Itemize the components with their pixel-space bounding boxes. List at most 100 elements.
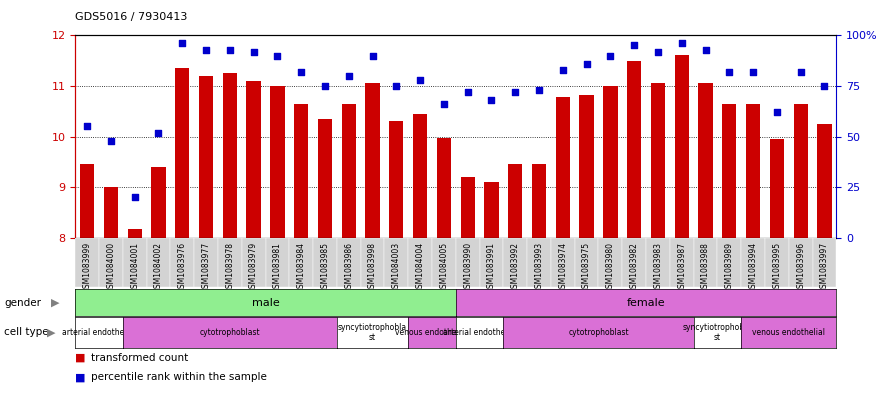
Text: syncytiotrophobla
st: syncytiotrophobla st: [338, 323, 407, 342]
Point: [318, 83, 332, 89]
FancyBboxPatch shape: [550, 238, 574, 287]
FancyBboxPatch shape: [75, 238, 99, 287]
Text: GSM1083985: GSM1083985: [320, 242, 329, 293]
Text: GSM1083989: GSM1083989: [725, 242, 734, 293]
Text: GSM1083997: GSM1083997: [820, 242, 829, 293]
Text: GSM1083977: GSM1083977: [202, 242, 211, 293]
Bar: [80, 164, 94, 238]
Point: [342, 73, 356, 79]
Bar: [413, 114, 427, 238]
Point: [127, 194, 142, 200]
Text: GSM1083996: GSM1083996: [796, 242, 805, 293]
FancyBboxPatch shape: [622, 238, 646, 287]
Point: [627, 42, 642, 49]
Bar: [318, 119, 332, 238]
Point: [818, 83, 832, 89]
Point: [508, 89, 522, 95]
FancyBboxPatch shape: [670, 238, 694, 287]
Text: GSM1084000: GSM1084000: [106, 242, 115, 293]
Bar: [127, 229, 142, 238]
FancyBboxPatch shape: [289, 238, 313, 287]
FancyBboxPatch shape: [194, 238, 218, 287]
FancyBboxPatch shape: [574, 238, 598, 287]
Text: ■: ■: [75, 372, 86, 382]
Text: ▶: ▶: [51, 298, 60, 308]
Point: [294, 69, 308, 75]
FancyBboxPatch shape: [646, 238, 670, 287]
FancyBboxPatch shape: [718, 238, 741, 287]
Bar: [199, 76, 213, 238]
Text: GSM1083974: GSM1083974: [558, 242, 567, 293]
Text: GSM1083982: GSM1083982: [629, 242, 639, 292]
Text: GSM1083983: GSM1083983: [653, 242, 663, 293]
FancyBboxPatch shape: [361, 238, 384, 287]
FancyBboxPatch shape: [123, 238, 147, 287]
Point: [413, 77, 427, 83]
FancyBboxPatch shape: [504, 238, 527, 287]
Bar: [484, 182, 498, 238]
FancyBboxPatch shape: [456, 238, 480, 287]
Text: GSM1084002: GSM1084002: [154, 242, 163, 293]
Point: [604, 52, 618, 59]
FancyBboxPatch shape: [694, 238, 718, 287]
Bar: [674, 55, 689, 238]
Text: GSM1084005: GSM1084005: [439, 242, 449, 293]
Point: [532, 87, 546, 93]
Text: percentile rank within the sample: percentile rank within the sample: [91, 372, 267, 382]
Point: [247, 48, 261, 55]
Point: [698, 46, 712, 53]
Bar: [342, 104, 356, 238]
Bar: [294, 104, 308, 238]
Bar: [508, 164, 522, 238]
Text: cell type: cell type: [4, 327, 49, 338]
Bar: [270, 86, 284, 238]
Point: [794, 69, 808, 75]
Bar: [627, 61, 642, 238]
Text: ■: ■: [75, 353, 86, 363]
Bar: [604, 86, 618, 238]
Text: GSM1083988: GSM1083988: [701, 242, 710, 292]
Text: ▶: ▶: [47, 327, 56, 338]
Point: [199, 46, 213, 53]
FancyBboxPatch shape: [266, 238, 289, 287]
Text: transformed count: transformed count: [91, 353, 189, 363]
Bar: [246, 81, 261, 238]
Text: GSM1083995: GSM1083995: [773, 242, 781, 293]
Bar: [794, 104, 808, 238]
Text: GSM1084003: GSM1084003: [392, 242, 401, 293]
Bar: [722, 104, 736, 238]
Point: [556, 67, 570, 73]
Text: GSM1083987: GSM1083987: [677, 242, 686, 293]
FancyBboxPatch shape: [218, 238, 242, 287]
Bar: [532, 164, 546, 238]
Text: GSM1083991: GSM1083991: [487, 242, 496, 293]
Bar: [460, 177, 474, 238]
Bar: [650, 83, 665, 238]
Bar: [698, 83, 712, 238]
Text: GSM1083979: GSM1083979: [249, 242, 258, 293]
Text: male: male: [251, 298, 280, 308]
Point: [580, 61, 594, 67]
Text: GSM1084001: GSM1084001: [130, 242, 139, 293]
FancyBboxPatch shape: [741, 238, 765, 287]
Point: [366, 52, 380, 59]
Point: [175, 40, 189, 47]
Point: [151, 129, 165, 136]
Text: GSM1083986: GSM1083986: [344, 242, 353, 293]
Text: female: female: [627, 298, 666, 308]
Text: gender: gender: [4, 298, 42, 308]
Text: GSM1083978: GSM1083978: [226, 242, 235, 293]
Text: arterial endothelial: arterial endothelial: [62, 328, 136, 337]
Point: [80, 123, 94, 130]
FancyBboxPatch shape: [313, 238, 337, 287]
Point: [746, 69, 760, 75]
Text: GSM1083981: GSM1083981: [273, 242, 282, 292]
Text: cytotrophoblast: cytotrophoblast: [568, 328, 629, 337]
Point: [484, 97, 498, 103]
Text: GSM1083975: GSM1083975: [582, 242, 591, 293]
FancyBboxPatch shape: [408, 238, 432, 287]
Text: syncytiotrophobla
st: syncytiotrophobla st: [683, 323, 752, 342]
Bar: [389, 121, 404, 238]
FancyBboxPatch shape: [432, 238, 456, 287]
Text: GSM1083976: GSM1083976: [178, 242, 187, 293]
